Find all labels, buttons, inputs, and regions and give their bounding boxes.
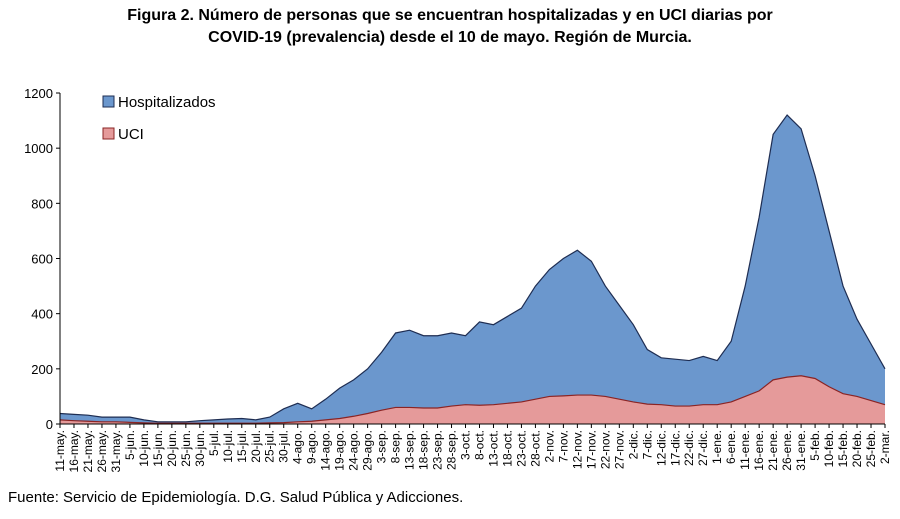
x-tick-label: 13-oct. <box>486 430 500 467</box>
x-tick-label: 18-sep. <box>417 430 431 470</box>
y-tick-label: 1000 <box>24 141 53 156</box>
chart-title: COVID-19 (prevalencia) desde el 10 de ma… <box>208 29 692 46</box>
legend-label: UCI <box>118 126 144 143</box>
x-tick-label: 18-oct. <box>500 430 514 467</box>
x-tick-label: 15-feb. <box>836 430 850 467</box>
x-tick-label: 22-nov. <box>598 430 612 469</box>
x-tick-label: 26-ene. <box>780 430 794 471</box>
x-tick-label: 26-may. <box>95 430 109 472</box>
x-tick-label: 5-jul. <box>207 430 221 456</box>
x-tick-label: 17-dic. <box>668 430 682 466</box>
x-tick-label: 3-sep. <box>375 430 389 463</box>
x-tick-label: 27-dic. <box>696 430 710 466</box>
legend-swatch <box>102 127 115 140</box>
x-tick-label: 16-may. <box>67 430 81 472</box>
x-tick-label: 29-ago. <box>361 430 375 471</box>
x-tick-label: 7-nov. <box>556 430 570 462</box>
x-tick-label: 10-jul. <box>221 430 235 463</box>
x-tick-label: 4-ago. <box>291 430 305 464</box>
x-tick-label: 28-oct. <box>528 430 542 467</box>
legend-swatch <box>102 95 115 108</box>
chart-title: Figura 2. Número de personas que se encu… <box>127 7 773 24</box>
x-tick-label: 25-feb. <box>864 430 878 467</box>
x-tick-label: 1-ene. <box>710 430 724 464</box>
x-tick-label: 27-nov. <box>612 430 626 469</box>
x-tick-label: 24-ago. <box>347 430 361 471</box>
x-tick-label: 6-ene. <box>724 430 738 464</box>
x-tick-label: 25-jul. <box>263 430 277 463</box>
x-tick-label: 19-ago. <box>333 430 347 471</box>
x-tick-label: 22-dic. <box>682 430 696 466</box>
x-tick-label: 15-jul. <box>235 430 249 463</box>
x-tick-label: 30-jun. <box>193 430 207 467</box>
x-tick-label: 21-ene. <box>766 430 780 471</box>
y-tick-label: 0 <box>46 417 53 432</box>
x-tick-label: 16-ene. <box>752 430 766 471</box>
x-tick-label: 17-nov. <box>584 430 598 469</box>
x-tick-label: 23-oct. <box>514 430 528 467</box>
area <box>60 115 885 425</box>
x-tick-label: 31-ene. <box>794 430 808 471</box>
x-tick-label: 3-oct. <box>459 430 473 460</box>
x-tick-label: 2-mar. <box>878 430 892 464</box>
y-tick-label: 1200 <box>24 86 53 101</box>
x-tick-label: 10-feb. <box>822 430 836 467</box>
y-tick-label: 200 <box>31 362 53 377</box>
x-tick-label: 2-dic. <box>626 430 640 459</box>
x-tick-label: 12-nov. <box>570 430 584 469</box>
x-tick-label: 20-jun. <box>165 430 179 467</box>
x-tick-label: 14-ago. <box>319 430 333 471</box>
y-tick-label: 400 <box>31 307 53 322</box>
x-tick-label: 7-dic. <box>640 430 654 459</box>
y-tick-label: 600 <box>31 252 53 267</box>
x-tick-label: 20-feb. <box>850 430 864 467</box>
x-tick-label: 5-feb. <box>808 430 822 461</box>
x-tick-label: 10-jun. <box>137 430 151 467</box>
x-tick-label: 13-sep. <box>403 430 417 470</box>
source: Fuente: Servicio de Epidemiología. D.G. … <box>8 489 463 506</box>
x-tick-label: 8-oct. <box>472 430 486 460</box>
x-tick-label: 20-jul. <box>249 430 263 463</box>
x-tick-label: 21-may. <box>81 430 95 472</box>
x-tick-label: 30-jul. <box>277 430 291 463</box>
x-tick-label: 12-dic. <box>654 430 668 466</box>
x-tick-label: 15-jun. <box>151 430 165 467</box>
x-tick-label: 28-sep. <box>445 430 459 470</box>
area-line <box>59 114 886 423</box>
x-tick-label: 23-sep. <box>431 430 445 470</box>
x-tick-label: 5-jun. <box>123 430 137 460</box>
x-tick-label: 11-may. <box>53 430 67 472</box>
x-tick-label: 2-nov. <box>542 430 556 462</box>
area-line <box>59 375 886 424</box>
x-tick-label: 9-ago. <box>305 430 319 464</box>
x-tick-label: 8-sep. <box>389 430 403 463</box>
x-tick-label: 31-may. <box>109 430 123 472</box>
legend-label: Hospitalizados <box>118 94 216 111</box>
x-tick-label: 11-ene. <box>738 430 752 470</box>
area <box>60 375 885 424</box>
y-tick-label: 800 <box>31 196 53 211</box>
x-tick-label: 25-jun. <box>179 430 193 467</box>
